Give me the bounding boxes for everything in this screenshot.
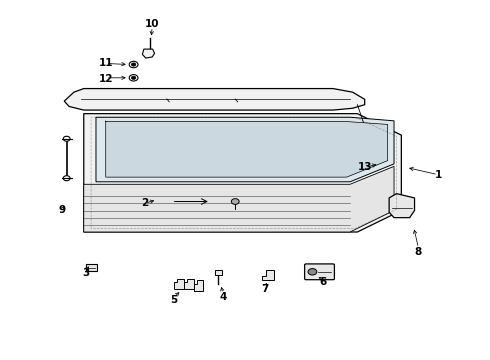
Polygon shape bbox=[84, 166, 394, 232]
Circle shape bbox=[308, 269, 317, 275]
Text: 9: 9 bbox=[58, 206, 65, 216]
Bar bbox=[215, 270, 221, 275]
Circle shape bbox=[63, 176, 70, 181]
Text: 12: 12 bbox=[98, 74, 113, 84]
Circle shape bbox=[129, 75, 138, 81]
Text: 3: 3 bbox=[83, 268, 90, 278]
Circle shape bbox=[131, 63, 136, 66]
Polygon shape bbox=[96, 117, 394, 182]
Polygon shape bbox=[64, 89, 365, 110]
Polygon shape bbox=[184, 279, 194, 289]
Circle shape bbox=[131, 76, 136, 80]
Text: 5: 5 bbox=[171, 295, 178, 305]
Polygon shape bbox=[106, 121, 388, 177]
Text: 8: 8 bbox=[415, 247, 422, 257]
Text: 11: 11 bbox=[98, 58, 113, 68]
Circle shape bbox=[231, 199, 239, 204]
Text: 13: 13 bbox=[358, 162, 372, 172]
Polygon shape bbox=[143, 49, 155, 58]
Text: 6: 6 bbox=[319, 277, 327, 287]
Circle shape bbox=[63, 136, 70, 141]
Text: 7: 7 bbox=[261, 284, 268, 294]
Text: 1: 1 bbox=[434, 170, 441, 180]
Text: 2: 2 bbox=[141, 198, 148, 208]
Polygon shape bbox=[84, 114, 401, 232]
Text: 10: 10 bbox=[145, 19, 159, 29]
Circle shape bbox=[129, 61, 138, 68]
Bar bbox=[86, 264, 97, 271]
FancyBboxPatch shape bbox=[305, 264, 334, 280]
Polygon shape bbox=[194, 280, 203, 291]
Text: 4: 4 bbox=[220, 292, 227, 302]
Polygon shape bbox=[262, 270, 274, 280]
Polygon shape bbox=[174, 279, 184, 289]
Polygon shape bbox=[389, 194, 415, 218]
